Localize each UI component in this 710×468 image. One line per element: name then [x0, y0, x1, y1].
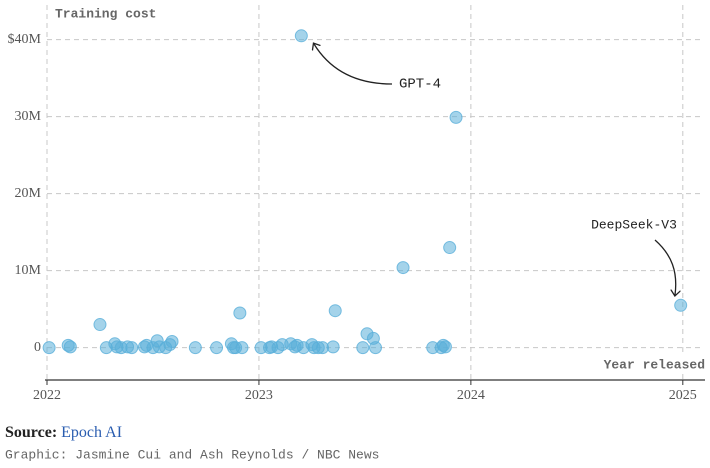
grid	[46, 5, 704, 380]
points	[42, 29, 688, 355]
point	[674, 298, 688, 312]
annotation-arrow	[314, 44, 393, 85]
annotation: DeepSeek-V3	[591, 217, 677, 232]
point	[369, 341, 382, 355]
point	[235, 341, 249, 355]
point	[326, 340, 340, 354]
point	[356, 341, 370, 355]
y-tick-label: 10M	[15, 263, 42, 278]
point	[125, 341, 139, 355]
y-tick-label: 20M	[15, 186, 42, 201]
source-link[interactable]: Epoch AI	[61, 424, 122, 441]
source-line: Source: Epoch AI	[5, 424, 122, 441]
point	[188, 341, 202, 355]
y-axis-title: Training cost	[55, 6, 156, 21]
x-tick-label: 2025	[669, 388, 697, 403]
label-bg	[588, 354, 706, 374]
point	[396, 261, 410, 275]
point	[233, 306, 247, 320]
point	[210, 341, 224, 355]
point	[63, 340, 77, 354]
point	[438, 340, 452, 354]
credit: Graphic: Jasmine Cui and Ash Reynolds / …	[5, 447, 379, 462]
point	[42, 341, 56, 355]
y-tick-label: 0	[34, 340, 41, 355]
x-tick-label: 2023	[245, 388, 273, 403]
x-tick-label: 2022	[33, 388, 61, 403]
y-tick-label: $40M	[8, 32, 42, 47]
point	[165, 334, 179, 348]
point	[328, 304, 342, 318]
label-bg	[52, 4, 170, 24]
point	[449, 110, 463, 124]
annotation-arrow	[654, 239, 676, 295]
y-tick-label: 30M	[15, 109, 42, 124]
point	[443, 241, 457, 255]
source-label: Source:	[5, 424, 57, 441]
point	[294, 29, 308, 43]
point	[93, 318, 107, 332]
annotation: GPT-4	[399, 77, 441, 93]
x-tick-label: 2024	[457, 388, 485, 403]
x-axis-title: Year released	[604, 357, 705, 372]
